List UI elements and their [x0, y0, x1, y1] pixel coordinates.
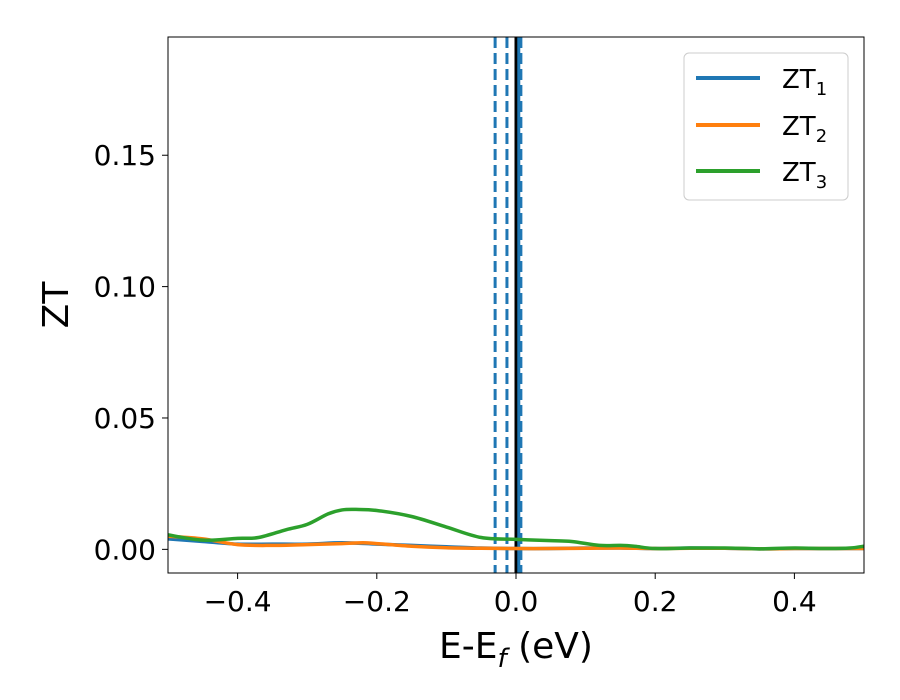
x-axis-label-unit: (eV) [507, 626, 593, 667]
x-tick-label: 0.0 [494, 585, 539, 618]
x-axis-label: E-Ef (eV) [439, 626, 593, 674]
legend-entry-zt2: ZT2 [696, 112, 827, 147]
y-axis-ticks: 0.00 0.05 0.10 0.15 [94, 139, 168, 566]
y-tick-label: 0.10 [94, 271, 156, 304]
series-line-zt3 [168, 507, 864, 551]
legend-frame [683, 52, 849, 201]
legend-label-zt1: ZT1 [782, 65, 827, 100]
y-tick-label: 0.15 [94, 139, 156, 172]
x-axis-ticks: −0.4 −0.2 0.0 0.2 0.4 [204, 573, 817, 618]
y-tick-label: 0.05 [94, 402, 156, 435]
x-axis-label-main: E-E [439, 626, 497, 667]
y-axis-label: ZT [36, 281, 77, 329]
x-tick-label: 0.4 [772, 585, 817, 618]
legend-entry-zt1: ZT1 [696, 65, 827, 100]
y-tick-label: 0.00 [94, 533, 156, 566]
series-layer [168, 507, 864, 551]
legend-label-zt3: ZT3 [782, 158, 827, 193]
x-tick-label: −0.4 [204, 585, 272, 618]
x-tick-label: −0.2 [343, 585, 411, 618]
legend: ZT1 ZT2 ZT3 [683, 52, 849, 201]
legend-label-zt2: ZT2 [782, 112, 827, 147]
x-tick-label: 0.2 [633, 585, 678, 618]
legend-entry-zt3: ZT3 [696, 158, 827, 193]
vertical-reference-lines [493, 37, 523, 573]
